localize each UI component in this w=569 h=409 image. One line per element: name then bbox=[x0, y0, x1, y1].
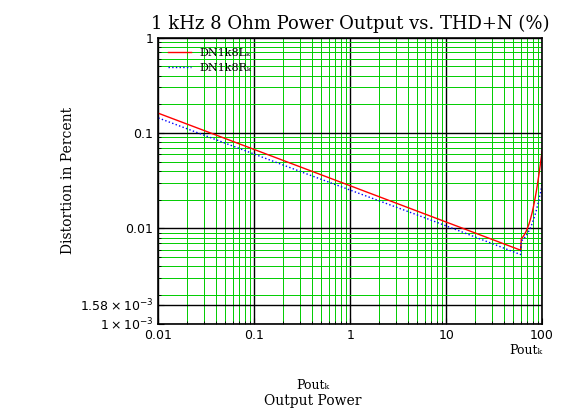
DN1k8Lₖ bbox=[384, 197, 390, 202]
DN1k8Rₖ bbox=[517, 252, 524, 257]
Legend: DN1k8Lₖ, DN1k8Rₖ: DN1k8Lₖ, DN1k8Rₖ bbox=[164, 43, 256, 78]
DN1k8Lₖ bbox=[530, 204, 537, 209]
DN1k8Rₖ bbox=[340, 185, 347, 190]
DN1k8Lₖ bbox=[340, 180, 347, 185]
Text: Output Power: Output Power bbox=[264, 394, 362, 408]
Text: Poutₖ: Poutₖ bbox=[296, 379, 329, 391]
Title: 1 kHz 8 Ohm Power Output vs. THD+N (%): 1 kHz 8 Ohm Power Output vs. THD+N (%) bbox=[151, 15, 550, 33]
DN1k8Rₖ bbox=[384, 201, 390, 206]
DN1k8Lₖ bbox=[469, 230, 476, 235]
Line: DN1k8Rₖ: DN1k8Rₖ bbox=[158, 118, 542, 254]
DN1k8Lₖ bbox=[337, 180, 344, 184]
DN1k8Rₖ bbox=[155, 115, 162, 120]
DN1k8Rₖ bbox=[539, 182, 546, 187]
Y-axis label: Distortion in Percent: Distortion in Percent bbox=[60, 107, 75, 254]
DN1k8Rₖ bbox=[469, 234, 476, 238]
Text: Poutₖ: Poutₖ bbox=[509, 344, 542, 357]
DN1k8Lₖ bbox=[517, 248, 524, 253]
DN1k8Lₖ bbox=[539, 149, 546, 154]
DN1k8Lₖ bbox=[155, 111, 162, 116]
DN1k8Lₖ bbox=[362, 189, 369, 194]
Line: DN1k8Lₖ: DN1k8Lₖ bbox=[158, 113, 542, 250]
DN1k8Rₖ bbox=[530, 217, 537, 222]
DN1k8Rₖ bbox=[337, 184, 344, 189]
DN1k8Rₖ bbox=[362, 193, 369, 198]
